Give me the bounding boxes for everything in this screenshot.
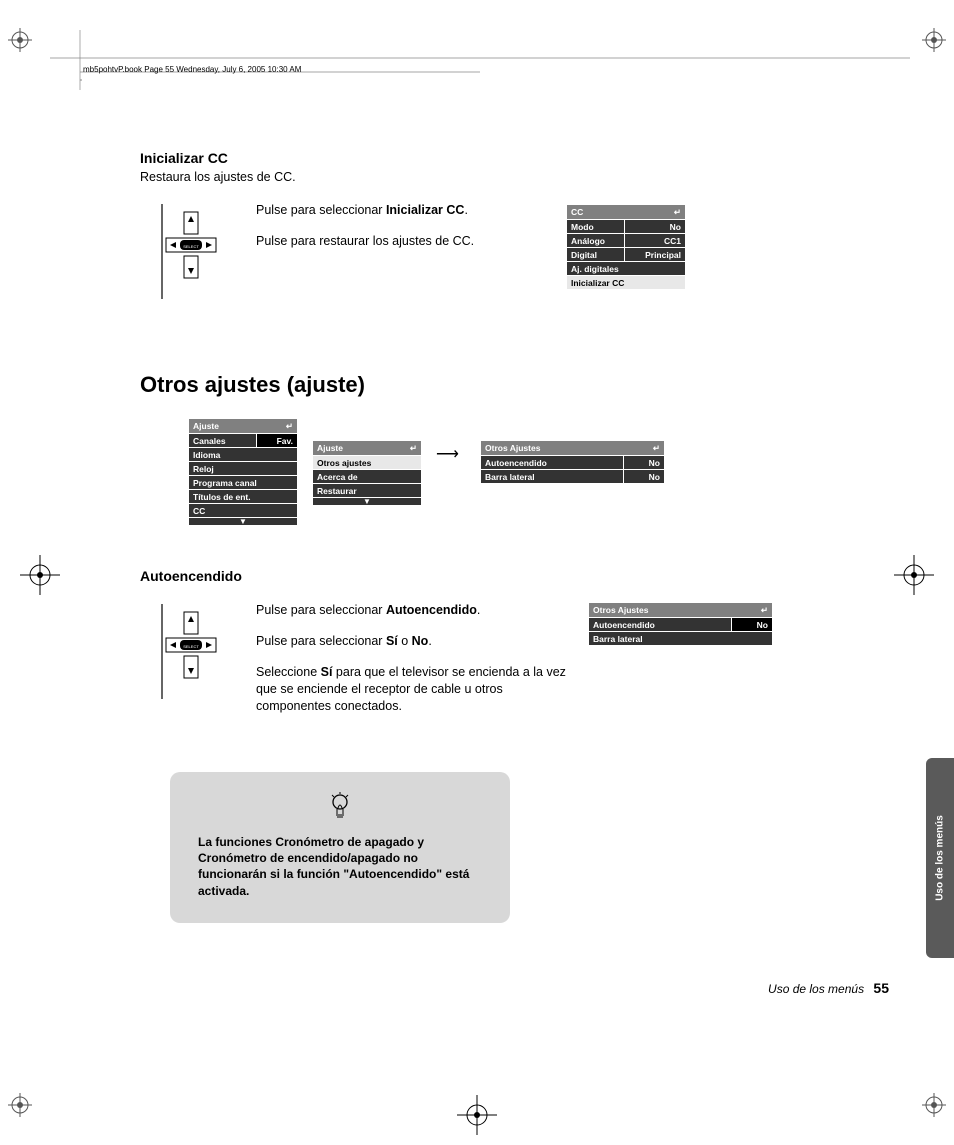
ajuste2-restaurar: Restaurar [313, 484, 422, 498]
main-heading: Otros ajustes (ajuste) [140, 372, 860, 398]
page-footer: Uso de los menús 55 [768, 980, 889, 996]
instr-auto-line2: Pulse para seleccionar Sí o No. [256, 633, 566, 650]
instr-text-auto: Pulse para seleccionar Autoencendido. Pu… [256, 602, 566, 714]
return-icon: ↵ [410, 443, 417, 454]
ajuste2-header: Ajuste↵ [313, 441, 422, 456]
otros-auto: Autoencendido [481, 456, 624, 470]
ajuste1-canales: Canales [189, 434, 257, 448]
reg-mark-tr [922, 28, 946, 52]
otros-ajustes-menu: Otros Ajustes↵ AutoencendidoNo Barra lat… [480, 440, 665, 484]
cc-row-init: Inicializar CC [567, 276, 686, 290]
otros-ajustes-menu-2: Otros Ajustes↵ AutoencendidoNo Barra lat… [588, 602, 773, 646]
svg-text:SELECT: SELECT [183, 644, 199, 649]
down-arrow-icon: ▼ [189, 518, 298, 526]
section-autoencendido-title: Autoencendido [140, 568, 860, 584]
ajuste-menu-1: Ajuste↵ CanalesFav. Idioma Reloj Program… [188, 418, 298, 526]
return-icon: ↵ [286, 421, 293, 432]
svg-text:SELECT: SELECT [183, 244, 199, 249]
cc-row-modo: Modo [567, 220, 625, 234]
footer-page-number: 55 [873, 980, 889, 996]
tip-box: La funciones Cronómetro de apagado y Cro… [170, 772, 510, 923]
cross-mark-left [20, 555, 60, 595]
side-tab: Uso de los menús [926, 758, 954, 958]
return-icon: ↵ [761, 605, 768, 616]
reg-mark-br [922, 1093, 946, 1117]
otros-barra: Barra lateral [481, 470, 624, 484]
return-icon: ↵ [653, 443, 660, 454]
lightbulb-icon [198, 792, 482, 826]
reg-mark-bl [8, 1093, 32, 1117]
ajuste1-reloj: Reloj [189, 462, 298, 476]
otros2-header: Otros Ajustes↵ [589, 603, 773, 618]
instr-block-cc: SELECT Pulse para seleccionar Inicializa… [140, 202, 860, 312]
section-inicializar-body: Restaura los ajustes de CC. [140, 170, 860, 184]
footer-section: Uso de los menús [768, 982, 864, 996]
menu-flow: Ajuste↵ CanalesFav. Idioma Reloj Program… [140, 418, 860, 548]
cc-row-digital: Digital [567, 248, 625, 262]
ajuste2-otros: Otros ajustes [313, 456, 422, 470]
instr-auto-line1: Pulse para seleccionar Autoencendido. [256, 602, 566, 619]
page-content: Inicializar CC Restaura los ajustes de C… [140, 60, 860, 923]
instr-cc-line2: Pulse para restaurar los ajustes de CC. [256, 233, 566, 250]
ajuste1-idioma: Idioma [189, 448, 298, 462]
ajuste1-header: Ajuste↵ [189, 419, 298, 434]
remote-icon-1: SELECT [156, 204, 236, 299]
cc-menu: CC↵ ModoNo AnálogoCC1 DigitalPrincipal A… [566, 204, 686, 290]
instr-cc-line1: Pulse para seleccionar Inicializar CC. [256, 202, 566, 219]
cc-row-analogo: Análogo [567, 234, 625, 248]
tip-text: La funciones Cronómetro de apagado y Cro… [198, 834, 482, 899]
section-inicializar-title: Inicializar CC [140, 150, 860, 166]
side-tab-label: Uso de los menús [935, 815, 946, 901]
otros2-auto: Autoencendido [589, 618, 732, 632]
cross-mark-right [894, 555, 934, 595]
cc-row-ajdig: Aj. digitales [567, 262, 686, 276]
instr-text-cc: Pulse para seleccionar Inicializar CC. P… [256, 202, 566, 250]
ajuste-menu-2: Ajuste↵ Otros ajustes Acerca de Restaura… [312, 440, 422, 506]
instr-block-auto: SELECT Pulse para seleccionar Autoencend… [140, 602, 860, 742]
arrow-right-icon: ⟶ [436, 444, 459, 464]
ajuste1-titulos: Títulos de ent. [189, 490, 298, 504]
otros2-barra: Barra lateral [589, 632, 773, 646]
ajuste2-acerca: Acerca de [313, 470, 422, 484]
return-icon: ↵ [674, 207, 681, 218]
ajuste1-cc: CC [189, 504, 298, 518]
reg-mark-tl [8, 28, 32, 52]
cross-mark-bottom [457, 1095, 497, 1135]
otros-header: Otros Ajustes↵ [481, 441, 665, 456]
instr-auto-line3: Seleccione Sí para que el televisor se e… [256, 664, 566, 715]
down-arrow-icon: ▼ [313, 498, 422, 506]
ajuste1-programa: Programa canal [189, 476, 298, 490]
remote-icon-2: SELECT [156, 604, 236, 699]
cc-menu-header: CC↵ [567, 205, 686, 220]
